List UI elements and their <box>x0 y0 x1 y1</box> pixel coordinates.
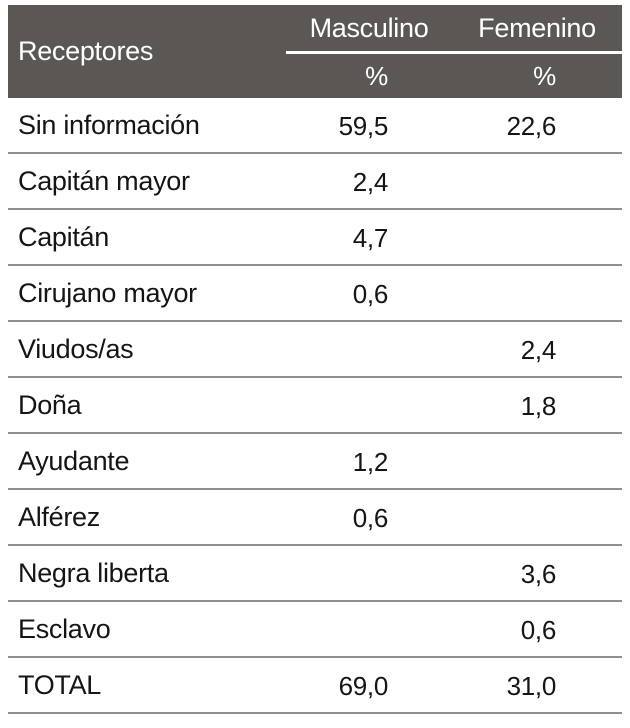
table-row-total: TOTAL 69,0 31,0 <box>8 658 622 714</box>
masculino-value: 4,7 <box>352 222 389 253</box>
table-row: Esclavo 0,6 <box>8 602 622 658</box>
header-columns-group: Masculino Femenino % % <box>286 5 622 98</box>
femenino-value: 22,6 <box>506 110 557 141</box>
table-header: Receptores Masculino Femenino % % <box>8 5 622 98</box>
row-label: Esclavo <box>18 613 111 644</box>
femenino-value: 31,0 <box>506 670 557 701</box>
header-receptores-label: Receptores <box>18 36 154 66</box>
row-label: Cirujano mayor <box>18 277 197 308</box>
table-row: Doña 1,8 <box>8 378 622 434</box>
header-units-row: % % <box>286 54 622 98</box>
table-row: Ayudante 1,2 <box>8 434 622 490</box>
femenino-value: 3,6 <box>520 558 557 589</box>
table-row: Capitán 4,7 <box>8 210 622 266</box>
row-label: Negra liberta <box>18 557 169 588</box>
header-col-masculino: Masculino <box>309 12 429 43</box>
table-row: Viudos/as 2,4 <box>8 322 622 378</box>
femenino-value: 2,4 <box>520 334 557 365</box>
masculino-value: 0,6 <box>352 278 389 309</box>
row-label: Viudos/as <box>18 333 134 364</box>
row-label: TOTAL <box>18 669 102 700</box>
percentage-table: Receptores Masculino Femenino % % Sin in… <box>8 5 622 714</box>
header-unit-femenino: % <box>533 60 556 91</box>
row-label: Alférez <box>18 501 100 532</box>
header-gender-columns: Masculino Femenino <box>286 5 622 54</box>
table-row: Cirujano mayor 0,6 <box>8 266 622 322</box>
table-row: Alférez 0,6 <box>8 490 622 546</box>
masculino-value: 1,2 <box>352 446 389 477</box>
header-unit-masculino: % <box>365 60 388 91</box>
masculino-value: 59,5 <box>338 110 389 141</box>
row-label: Capitán mayor <box>18 165 190 196</box>
masculino-value: 69,0 <box>338 670 389 701</box>
table-row: Sin información 59,5 22,6 <box>8 98 622 154</box>
femenino-value: 1,8 <box>520 390 557 421</box>
table-row: Negra liberta 3,6 <box>8 546 622 602</box>
row-label: Doña <box>18 389 82 420</box>
row-label: Ayudante <box>18 445 130 476</box>
row-label: Sin información <box>18 109 200 140</box>
table-row: Capitán mayor 2,4 <box>8 154 622 210</box>
femenino-value: 0,6 <box>520 614 557 645</box>
header-col-femenino: Femenino <box>478 12 596 43</box>
masculino-value: 2,4 <box>352 166 389 197</box>
masculino-value: 0,6 <box>352 502 389 533</box>
row-label: Capitán <box>18 221 109 252</box>
